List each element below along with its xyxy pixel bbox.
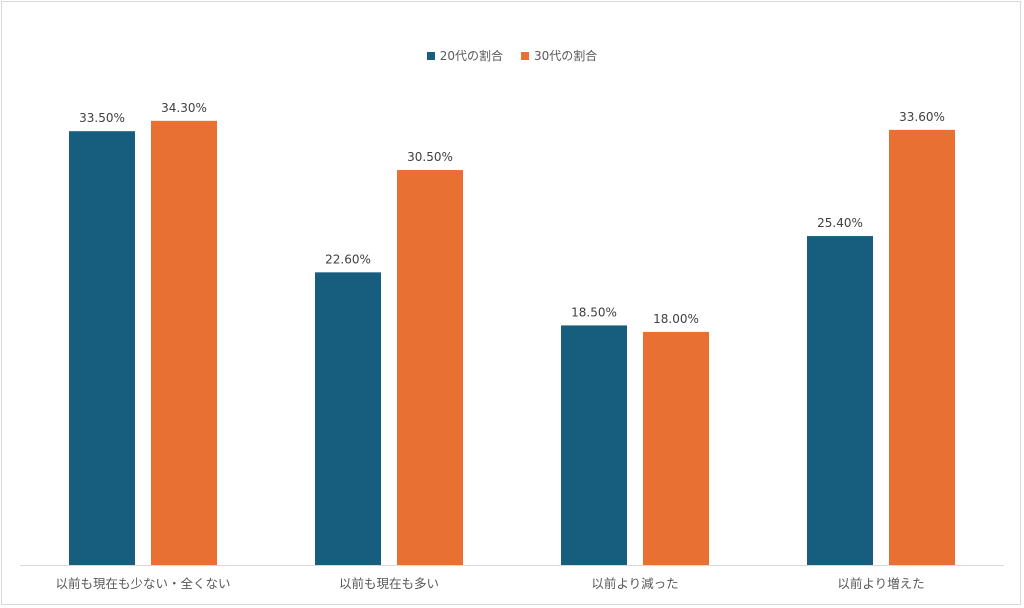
legend-label-20s: 20代の割合 — [439, 49, 503, 63]
data-label-series1-cat1: 33.50% — [79, 111, 125, 125]
bar-series2-cat3 — [643, 331, 709, 565]
bar-series2-cat2 — [397, 170, 463, 565]
bars-group — [69, 120, 955, 566]
data-label-series1-cat3: 18.50% — [571, 305, 617, 319]
data-label-series1-cat4: 25.40% — [817, 216, 863, 230]
legend-item-30s: 30代の割合 — [521, 47, 597, 64]
legend: 20代の割合 30代の割合 — [0, 47, 1024, 64]
data-label-series1-cat2: 22.60% — [325, 252, 371, 266]
bar-series1-cat1 — [69, 131, 135, 566]
legend-item-20s: 20代の割合 — [426, 47, 503, 64]
bar-series1-cat3 — [561, 325, 627, 565]
data-label-series2-cat2: 30.50% — [407, 150, 453, 164]
legend-swatch-20s — [426, 51, 435, 60]
bar-series2-cat1 — [151, 120, 217, 565]
legend-label-30s: 30代の割合 — [534, 49, 598, 63]
bar-series1-cat2 — [315, 272, 381, 565]
value-labels-group: 33.50% 34.30% 22.60% 30.50% 18.50% 18.00% 25.4… — [79, 101, 945, 326]
category-labels-group: 以前も現在も少ない・全くない 以前も現在も多い 以前より減った 以前より増えた — [55, 576, 924, 591]
category-label-1: 以前も現在も少ない・全くない — [55, 576, 230, 591]
data-label-series2-cat3: 18.00% — [653, 312, 699, 326]
bar-series2-cat4 — [889, 129, 955, 565]
bar-series1-cat4 — [807, 236, 873, 565]
category-label-3: 以前より減った — [591, 576, 678, 591]
legend-swatch-30s — [521, 51, 529, 60]
category-label-4: 以前より増えた — [837, 576, 924, 591]
data-label-series2-cat4: 33.60% — [899, 110, 945, 124]
data-label-series2-cat1: 34.30% — [161, 101, 207, 115]
category-label-2: 以前も現在も多い — [339, 576, 439, 591]
